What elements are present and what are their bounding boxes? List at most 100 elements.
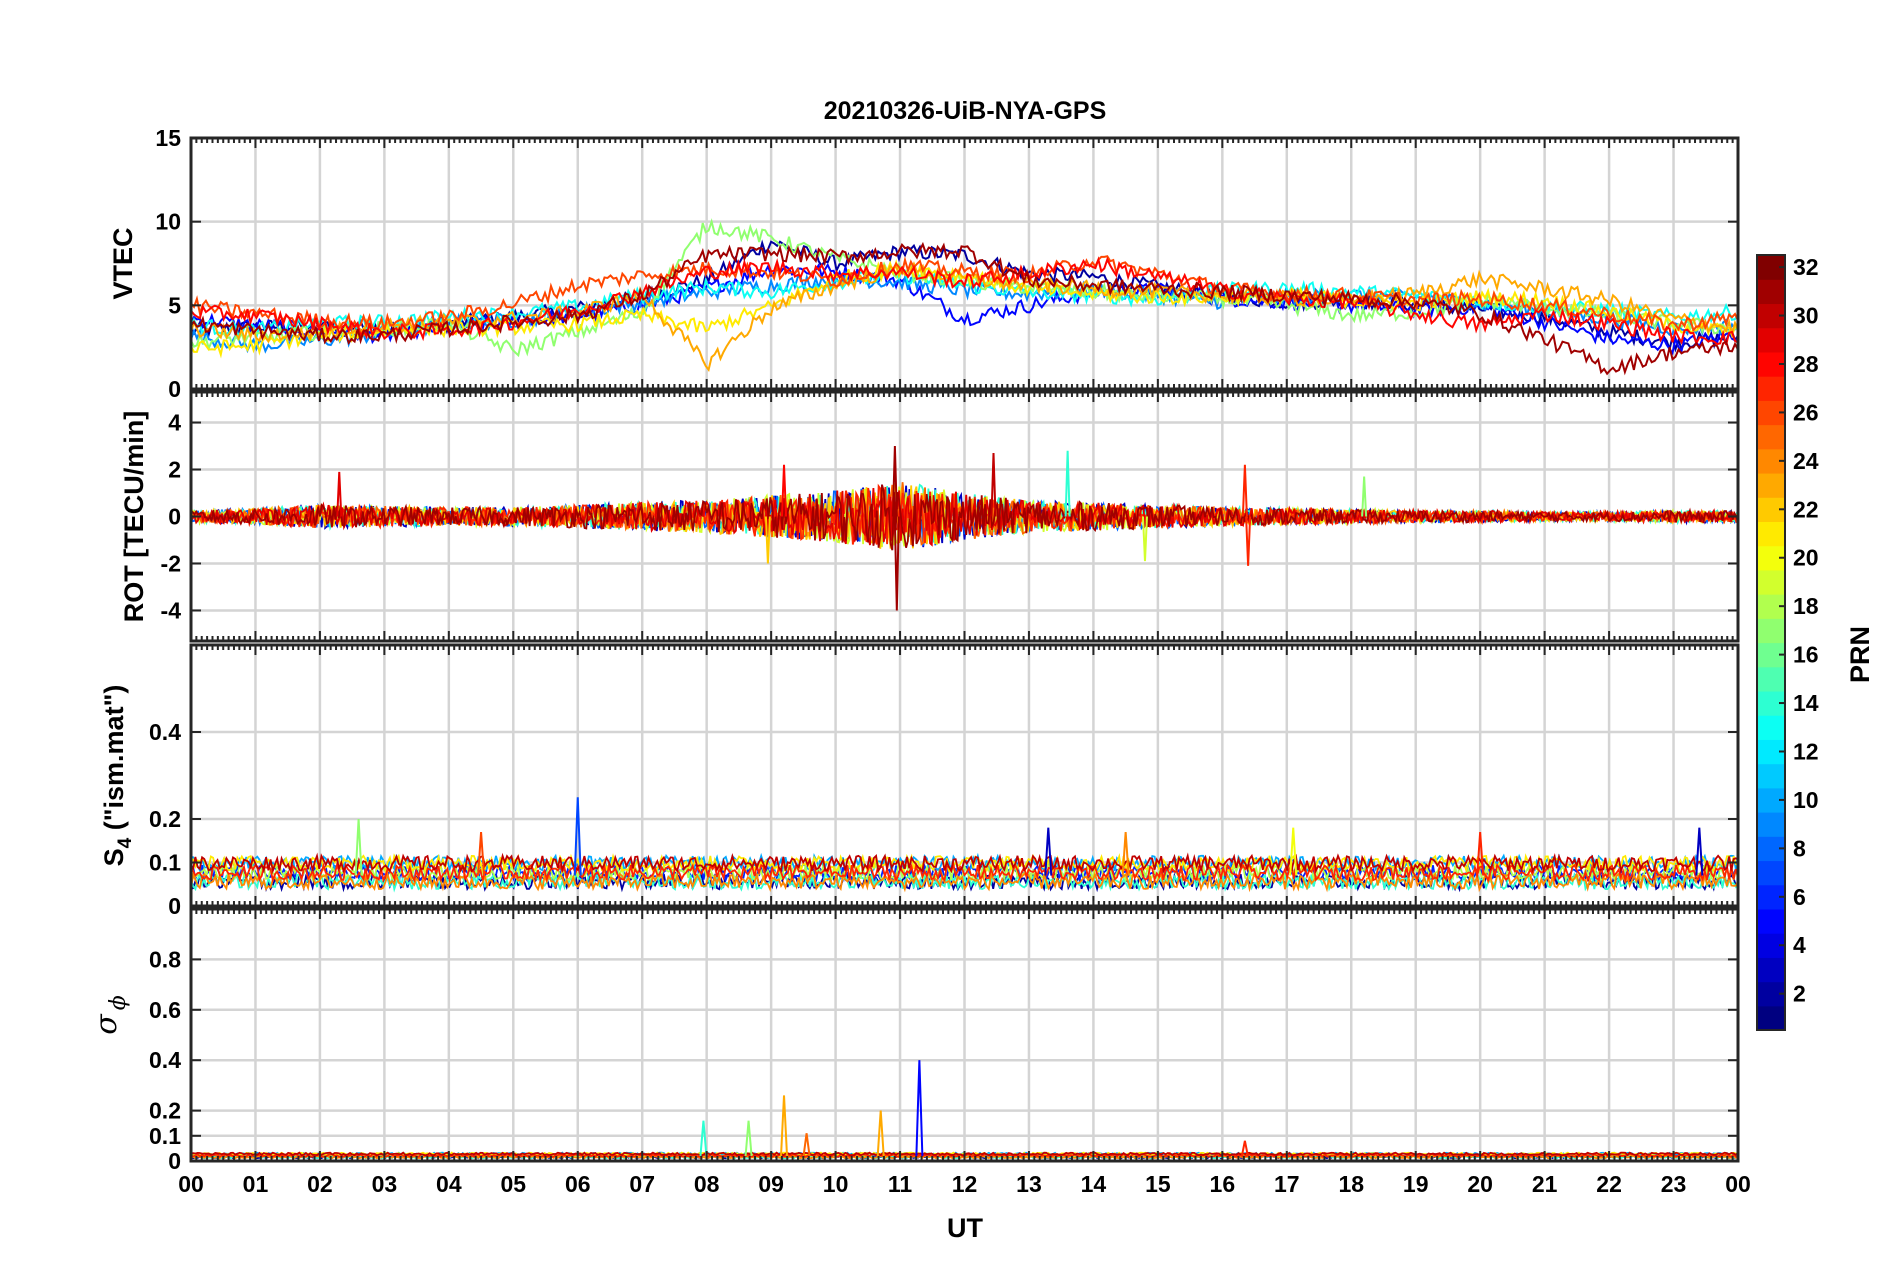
x-tick-label: 16 — [1210, 1171, 1236, 1197]
x-tick-label: 17 — [1274, 1171, 1300, 1197]
s4-series-prn-30 — [191, 852, 1738, 875]
colorbar-band — [1757, 1005, 1785, 1031]
colorbar-band — [1757, 521, 1785, 547]
series-s4 — [191, 797, 1738, 893]
panel-rot: -4 -2 0 2 4 ROT [TECU/min] — [119, 390, 1740, 643]
y-tick-label: 0 — [168, 1148, 181, 1174]
sigma_phi-spike — [744, 1120, 753, 1157]
y-axis-label-s4: S4 ("ism.mat") — [99, 685, 136, 867]
rot-spike — [990, 453, 997, 517]
y-tick-label: 0.4 — [149, 1047, 181, 1073]
s4-spike — [1289, 827, 1298, 876]
series-rot — [191, 445, 1738, 611]
x-tick-label: 22 — [1596, 1171, 1622, 1197]
y-tick-label: 0 — [168, 893, 181, 919]
x-axis-label: UT — [947, 1213, 983, 1243]
s4-spike — [477, 831, 486, 876]
rot-spike — [1064, 450, 1071, 517]
s4-spike — [573, 797, 582, 876]
colorbar-tick-label: 28 — [1793, 351, 1819, 377]
colorbar-band — [1757, 279, 1785, 305]
colorbar-tick-label: 20 — [1793, 545, 1819, 571]
rot-spike — [1245, 516, 1252, 566]
y-tick-label: -2 — [161, 550, 181, 576]
colorbar-tick-label: 32 — [1793, 254, 1819, 280]
x-tick-label: 06 — [565, 1171, 591, 1197]
rot-spike — [781, 464, 788, 517]
x-tick-label: 00 — [178, 1171, 204, 1197]
x-tick-label: 00 — [1725, 1171, 1751, 1197]
colorbar-frame — [1756, 254, 1786, 1031]
ticks-vtec — [190, 137, 1739, 390]
panel-s4: 0 0.1 0.2 0.4 S4 ("ism.mat") — [99, 643, 1740, 919]
grid-sigma_phi — [191, 909, 1738, 1161]
colorbar-band — [1757, 812, 1785, 837]
colorbar-tick-label: 30 — [1793, 303, 1819, 329]
colorbar-tick-label: 14 — [1793, 690, 1819, 716]
ticks-rot — [190, 392, 1739, 641]
x-tick-label: 10 — [823, 1171, 849, 1197]
colorbar-tick-label: 6 — [1793, 884, 1806, 910]
s4-spike — [1044, 827, 1053, 876]
s4-spike — [1476, 831, 1485, 876]
y-tick-label: 0.2 — [149, 806, 181, 832]
y-tick-label: 0.4 — [149, 719, 181, 745]
colorbar-band — [1757, 715, 1785, 740]
y-tick-label: 15 — [155, 125, 181, 151]
vtec-series-prn-31 — [191, 241, 1738, 376]
rot-series-prn-31 — [191, 484, 1738, 551]
x-tick-label: 02 — [307, 1171, 333, 1197]
y-tick-label: 0.8 — [149, 946, 181, 972]
colorbar-label: PRN — [1845, 626, 1875, 683]
colorbar-tick-label: 10 — [1793, 787, 1819, 813]
rot-spike — [764, 516, 771, 564]
x-tick-label: 03 — [372, 1171, 398, 1197]
vtec-series-prn-26 — [191, 255, 1738, 333]
y-tick-label: 4 — [168, 410, 181, 436]
s4-series-prn-27 — [191, 861, 1738, 884]
colorbar-band — [1757, 763, 1785, 789]
x-tick-label: 04 — [436, 1171, 462, 1197]
colorbar-band — [1757, 666, 1785, 692]
x-tick-label: 18 — [1338, 1171, 1364, 1197]
chart-title: 20210326-UiB-NYA-GPS — [824, 97, 1107, 125]
ticks-sigma_phi — [190, 909, 1739, 1162]
y-tick-label: 0.1 — [149, 1123, 181, 1149]
sigma_phi-spike — [876, 1110, 885, 1157]
colorbar-tick-label: 18 — [1793, 593, 1819, 619]
panel-sigma_phi: 00.10.2 0.4 0.6 0.8 σϕ 00 01 02 03 04 05 06 07 08 09 10… — [89, 907, 1751, 1197]
rot-spike — [1361, 476, 1368, 517]
colorbar-tick-label: 12 — [1793, 738, 1819, 764]
y-tick-label: 5 — [168, 292, 181, 318]
y-tick-label: 0 — [168, 376, 181, 402]
x-tick-label: 15 — [1145, 1171, 1171, 1197]
y-axis-label-vtec: VTEC — [108, 227, 138, 299]
x-tick-label: 19 — [1403, 1171, 1429, 1197]
s4-spike — [1121, 831, 1130, 876]
x-tick-label: 21 — [1532, 1171, 1558, 1197]
y-tick-label: 0.6 — [149, 997, 181, 1023]
y-axis-label-rot: ROT [TECU/min] — [119, 411, 149, 622]
rot-spike — [1141, 516, 1148, 562]
ticks-s4 — [190, 645, 1739, 907]
colorbar-band — [1757, 860, 1785, 886]
colorbar-band — [1757, 376, 1785, 401]
rot-spike — [336, 471, 343, 517]
y-axis-label-sigma-phi: σϕ — [89, 995, 131, 1034]
colorbar-tick-label: 4 — [1793, 932, 1806, 958]
series-vtec — [191, 218, 1738, 376]
rot-spike — [893, 516, 900, 611]
colorbar-band — [1757, 569, 1785, 595]
s4-spike — [354, 818, 363, 876]
x-tick-label: 13 — [1016, 1171, 1042, 1197]
colorbar-band — [1757, 618, 1785, 644]
vtec-series-prn-23 — [191, 261, 1738, 372]
colorbar-band — [1757, 327, 1785, 353]
sigma_phi-spike — [1240, 1140, 1249, 1157]
y-tick-label: 0.1 — [149, 850, 181, 876]
panel-vtec: 0 5 10 15 VTEC — [108, 125, 1740, 402]
rot-spike — [1241, 464, 1248, 517]
x-tick-label: 08 — [694, 1171, 720, 1197]
